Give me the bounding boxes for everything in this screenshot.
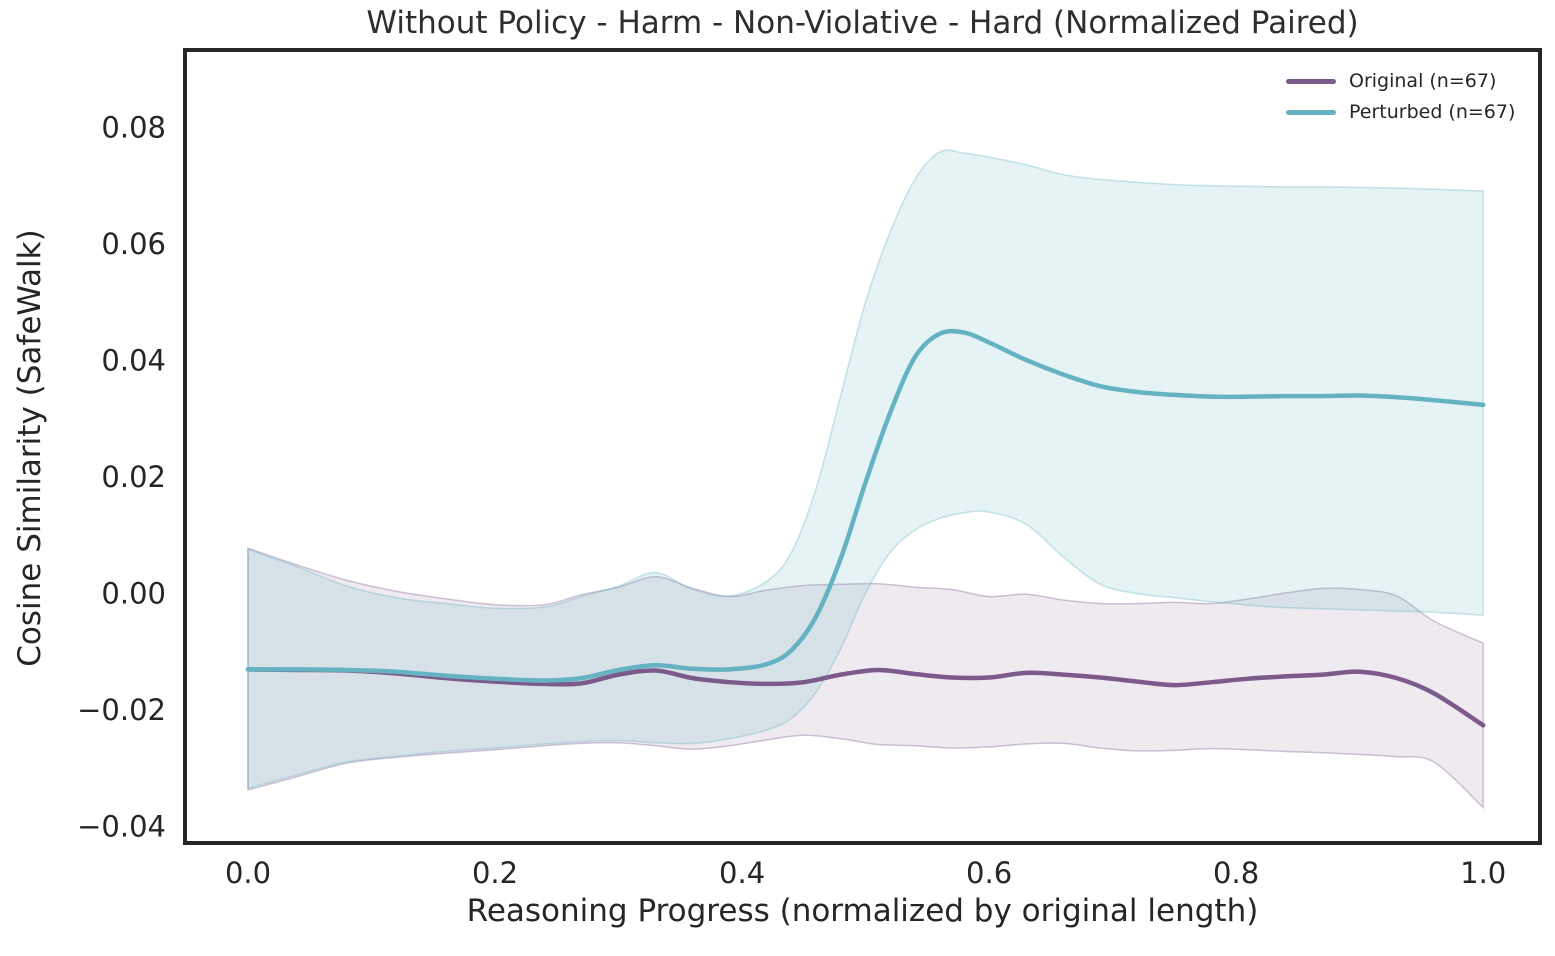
legend-label-original: Original (n=67) bbox=[1349, 70, 1497, 92]
x-tick-label: 0.6 bbox=[966, 856, 1012, 890]
x-tick-label: 0.8 bbox=[1213, 856, 1259, 890]
legend: Original (n=67) Perturbed (n=67) bbox=[1286, 70, 1515, 123]
perturbed-line bbox=[245, 328, 1486, 683]
y-tick-label: −0.04 bbox=[77, 810, 166, 844]
x-tick-label: 1.0 bbox=[1460, 856, 1506, 890]
y-axis-label: Cosine Similarity (SafeWalk) bbox=[12, 229, 48, 667]
legend-item-perturbed: Perturbed (n=67) bbox=[1286, 101, 1515, 123]
legend-label-perturbed: Perturbed (n=67) bbox=[1349, 101, 1516, 123]
y-tick-label: 0.06 bbox=[101, 227, 166, 261]
x-tick-label: 0.2 bbox=[472, 856, 518, 890]
legend-swatch-perturbed bbox=[1286, 109, 1336, 115]
y-tick-label: 0.08 bbox=[101, 110, 166, 144]
chart-title: Without Policy - Harm - Non-Violative - … bbox=[366, 5, 1359, 41]
x-tick-label: 0.0 bbox=[225, 856, 271, 890]
plot-frame bbox=[183, 48, 1542, 845]
original-line bbox=[245, 667, 1486, 728]
perturbed-confidence-band bbox=[247, 149, 1484, 790]
x-tick-label: 0.4 bbox=[719, 856, 765, 890]
y-tick-label: 0.02 bbox=[101, 460, 166, 494]
y-tick-label: −0.02 bbox=[77, 693, 166, 727]
legend-swatch-original bbox=[1286, 78, 1336, 84]
y-tick-label: 0.00 bbox=[101, 577, 166, 611]
original-confidence-band bbox=[247, 547, 1484, 810]
legend-item-original: Original (n=67) bbox=[1286, 70, 1515, 92]
x-axis-label: Reasoning Progress (normalized by origin… bbox=[466, 893, 1259, 929]
y-tick-label: 0.04 bbox=[101, 344, 166, 378]
